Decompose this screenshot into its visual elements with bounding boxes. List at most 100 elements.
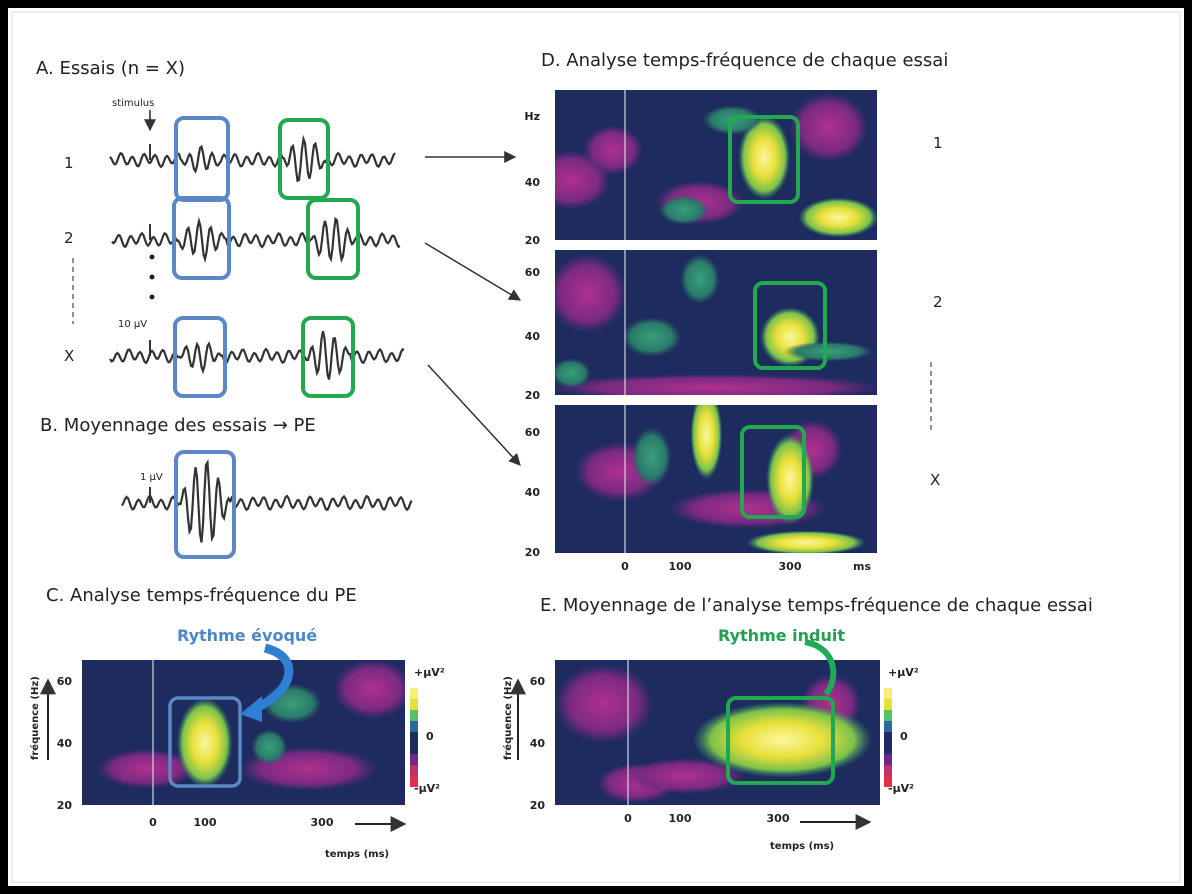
heatmap <box>555 405 877 553</box>
highlight-box <box>726 696 835 785</box>
heatmap <box>555 250 877 395</box>
tick-label: 300 <box>767 812 790 825</box>
tick-label: 20 <box>525 546 541 559</box>
tick-label: 60 <box>525 426 541 439</box>
heatmap-blob <box>692 701 873 778</box>
heatmap-blob <box>555 373 877 395</box>
colorbar-cell <box>410 765 418 776</box>
tick-label: 300 <box>311 816 334 829</box>
eeg-trace <box>121 459 413 543</box>
colorbar-cell <box>410 776 418 787</box>
heatmap-blob <box>690 405 723 480</box>
colorbar-cell <box>410 710 418 721</box>
annotation: Rythme évoqué <box>177 626 317 645</box>
curved-arrow <box>253 643 294 713</box>
tick-label: 0 <box>624 812 632 825</box>
x-axis-label: temps (ms) <box>325 849 389 860</box>
tick-label: 40 <box>525 330 541 343</box>
colorbar-label: +µV² <box>888 666 919 679</box>
ellipsis-dot <box>149 294 155 300</box>
colorbar-cell <box>884 732 892 743</box>
tick-label: ms <box>853 560 871 573</box>
heatmap-blob <box>176 697 233 788</box>
colorbar-cell <box>884 754 892 765</box>
panel-title: C. Analyse temps-fréquence du PE <box>46 585 357 606</box>
heatmap <box>555 660 880 805</box>
colorbar-label: 0 <box>426 730 434 743</box>
colorbar-cell <box>884 699 892 710</box>
panel-title: D. Analyse temps-fréquence de chaque ess… <box>541 50 948 71</box>
inner-frame <box>11 11 1181 883</box>
annotation: Rythme induit <box>718 626 845 645</box>
trial-label: X <box>930 471 940 489</box>
trial-label: 2 <box>64 229 74 247</box>
heatmap <box>82 660 405 805</box>
highlight-box <box>740 425 806 519</box>
eeg-trace <box>111 216 401 264</box>
trial-label: 1 <box>64 154 74 172</box>
tick-label: 100 <box>194 816 217 829</box>
scale-label: 1 µV <box>140 472 163 483</box>
panel-title: A. Essais (n = X) <box>36 58 185 79</box>
colorbar-label: -µV² <box>414 782 440 795</box>
tick-label: 40 <box>57 737 73 750</box>
tick-label: 20 <box>57 799 73 812</box>
heatmap-blob <box>555 253 628 334</box>
colorbar-cell <box>410 688 418 699</box>
curved-arrow <box>804 639 837 696</box>
highlight-box <box>306 198 360 280</box>
tick-label: 40 <box>525 486 541 499</box>
tick-label: Hz <box>524 110 540 123</box>
highlight-box <box>278 118 330 200</box>
colorbar-cell <box>884 776 892 787</box>
colorbar-cell <box>884 710 892 721</box>
heatmap-blob <box>555 358 592 389</box>
heatmap-blob <box>631 426 672 487</box>
highlight-box <box>168 696 242 788</box>
colorbar-cell <box>410 732 418 743</box>
tick-label: 100 <box>669 560 692 573</box>
eeg-trace <box>109 134 396 183</box>
colorbar-cell <box>884 721 892 732</box>
heatmap-blob <box>788 92 869 163</box>
colorbar-cell <box>410 699 418 710</box>
heatmap-blob <box>766 434 815 524</box>
heatmap-blob <box>738 115 791 200</box>
heatmap-blob <box>251 729 288 765</box>
colorbar-label: +µV² <box>414 666 445 679</box>
tick-label: 60 <box>57 675 73 688</box>
colorbar-cell <box>884 743 892 754</box>
tick-label: 60 <box>525 266 541 279</box>
trial-label: 2 <box>933 293 943 311</box>
heatmap-blob <box>783 341 874 362</box>
tick-label: 40 <box>525 176 541 189</box>
panel-title: E. Moyennage de l’analyse temps-fréquenc… <box>540 595 1093 616</box>
colorbar-cell <box>410 754 418 765</box>
arrow-head <box>240 696 262 722</box>
highlight-box <box>174 450 236 559</box>
trial-label: X <box>64 347 74 365</box>
heatmap-blob <box>679 254 720 304</box>
colorbar-cell <box>410 743 418 754</box>
colorbar-cell <box>884 688 892 699</box>
ellipsis-dot <box>149 274 155 280</box>
heatmap-blob <box>798 197 877 238</box>
heatmap-blob <box>625 758 745 794</box>
heatmap-blob <box>582 125 643 175</box>
y-axis-label: fréquence (Hz) <box>502 676 514 760</box>
panel-title: B. Moyennage des essais → PE <box>40 415 316 436</box>
heatmap-blob <box>332 660 405 719</box>
colorbar-cell <box>884 765 892 776</box>
tick-label: 0 <box>621 560 629 573</box>
tick-label: 20 <box>530 799 546 812</box>
heatmap-blob <box>555 663 654 744</box>
tick-label: 20 <box>525 389 541 402</box>
scale-label: 10 µV <box>118 319 147 330</box>
heatmap <box>555 90 877 240</box>
colorbar-label: -µV² <box>888 782 914 795</box>
arrow <box>424 242 522 301</box>
arrow <box>427 364 521 466</box>
trial-label: 1 <box>933 134 943 152</box>
tick-label: 300 <box>779 560 802 573</box>
